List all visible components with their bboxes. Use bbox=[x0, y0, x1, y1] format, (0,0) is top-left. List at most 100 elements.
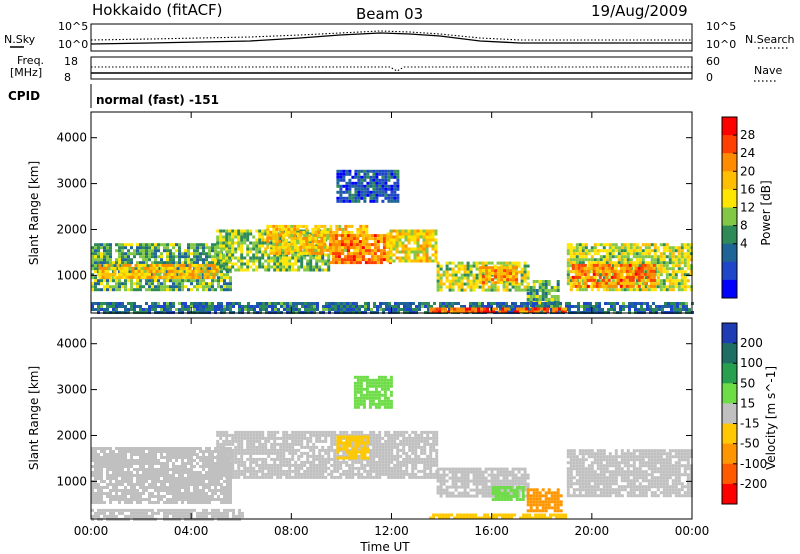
velocity-colorbar-segment bbox=[722, 403, 737, 424]
velocity-region bbox=[526, 488, 563, 513]
noise-left-tick-bottom: 10^0 bbox=[58, 38, 88, 51]
power-colorbar-segment bbox=[722, 207, 737, 227]
velocity-y-tick-label: 1000 bbox=[56, 474, 87, 488]
velocity-colorbar-segment bbox=[722, 363, 737, 384]
velocity-y-ticks: 1000 2000 3000 4000 bbox=[56, 337, 692, 488]
station-title: Hokkaido (fitACF) bbox=[92, 1, 223, 19]
power-colorbar-label: Power [dB] bbox=[759, 180, 773, 245]
velocity-region bbox=[566, 449, 693, 498]
velocity-colorbar-tick-label: -100 bbox=[740, 457, 767, 471]
nave-label: Nave bbox=[754, 64, 782, 77]
velocity-colorbar-tick-label: -200 bbox=[740, 477, 767, 491]
power-colorbar-tick-label: 28 bbox=[740, 128, 755, 142]
power-region bbox=[479, 266, 519, 285]
velocity-data-layer bbox=[91, 375, 693, 521]
velocity-colorbar-segment bbox=[722, 383, 737, 404]
power-y-tick-label: 4000 bbox=[56, 131, 87, 145]
power-region bbox=[328, 234, 392, 265]
freq-left-tick-bottom: 8 bbox=[64, 71, 71, 84]
power-colorbar-tick-label: 4 bbox=[740, 237, 748, 251]
power-region bbox=[98, 263, 219, 279]
velocity-y-tick-label: 4000 bbox=[56, 337, 87, 351]
time-x-axis-label: Time UT bbox=[359, 540, 410, 554]
velocity-region bbox=[216, 430, 439, 479]
time-x-tick-label: 08:00 bbox=[274, 524, 309, 538]
freq-unit-label: [MHz] bbox=[10, 66, 42, 79]
velocity-colorbar-segment bbox=[722, 443, 737, 465]
noise-panel-frame bbox=[90, 23, 693, 52]
power-colorbar-segment bbox=[722, 171, 737, 190]
freq-left-tick-top: 18 bbox=[64, 55, 78, 68]
time-x-tick-label: 04:00 bbox=[174, 524, 209, 538]
power-y-axis-label: Slant Range [km] bbox=[27, 161, 41, 265]
mode-label: normal (fast) -151 bbox=[96, 93, 219, 107]
power-colorbar-segment bbox=[722, 189, 737, 208]
velocity-y-tick-label: 3000 bbox=[56, 383, 87, 397]
power-y-tick-label: 1000 bbox=[56, 268, 87, 282]
power-region bbox=[386, 229, 438, 263]
noise-left-tick-top: 10^5 bbox=[58, 20, 88, 33]
nave-curve bbox=[91, 66, 692, 72]
noise-sky-curve bbox=[90, 32, 692, 45]
velocity-colorbar-segment bbox=[722, 423, 737, 445]
power-colorbar-tick-label: 12 bbox=[740, 201, 755, 215]
velocity-region bbox=[336, 435, 370, 460]
power-colorbar-tick-label: 24 bbox=[740, 146, 755, 160]
velocity-colorbar-segment bbox=[722, 323, 737, 344]
freq-right-tick-top: 60 bbox=[706, 55, 720, 68]
velocity-colorbar-label: Velocity [m s^-1] bbox=[764, 366, 778, 470]
noise-search-curve bbox=[90, 30, 692, 41]
power-y-tick-label: 2000 bbox=[56, 222, 87, 236]
power-colorbar: 28 24 20 16 12 8 4 bbox=[721, 116, 755, 299]
freq-panel-frame bbox=[90, 56, 693, 80]
velocity-colorbar-frame bbox=[721, 322, 738, 505]
power-colorbar-segment bbox=[722, 153, 737, 172]
power-colorbar-segment bbox=[722, 279, 737, 299]
velocity-y-axis-label: Slant Range [km] bbox=[27, 366, 41, 470]
power-colorbar-segment bbox=[722, 225, 737, 245]
power-colorbar-segment bbox=[722, 135, 737, 154]
velocity-colorbar-segment bbox=[722, 343, 737, 364]
velocity-colorbar-tick-label: 50 bbox=[740, 376, 755, 390]
noise-right-tick-top: 10^5 bbox=[706, 20, 736, 33]
velocity-region bbox=[491, 486, 525, 501]
cpid-label: CPID bbox=[8, 89, 40, 103]
power-region bbox=[429, 307, 568, 314]
power-y-ticks: 1000 2000 3000 4000 bbox=[56, 131, 692, 282]
velocity-colorbar-tick-label: -15 bbox=[740, 417, 760, 431]
power-colorbar-segment bbox=[722, 117, 737, 136]
velocity-colorbar-segment bbox=[722, 463, 737, 485]
freq-right-tick-bottom: 0 bbox=[706, 71, 713, 84]
power-y-tick-label: 3000 bbox=[56, 177, 87, 191]
time-x-tick-label: 16:00 bbox=[474, 524, 509, 538]
beam-title: Beam 03 bbox=[356, 5, 423, 23]
velocity-colorbar-tick-label: 15 bbox=[740, 396, 755, 410]
power-colorbar-segment bbox=[722, 243, 737, 263]
power-region bbox=[336, 169, 400, 203]
velocity-colorbar-segment bbox=[722, 483, 737, 505]
power-data-layer bbox=[91, 169, 694, 314]
time-x-tick-label: 20:00 bbox=[575, 524, 610, 538]
velocity-region bbox=[353, 375, 393, 409]
power-colorbar-segment bbox=[722, 261, 737, 281]
power-colorbar-tick-label: 20 bbox=[740, 164, 755, 178]
velocity-colorbar-tick-label: -50 bbox=[740, 437, 760, 451]
noise-sky-label: N.Sky bbox=[4, 33, 36, 46]
velocity-colorbar-tick-label: 200 bbox=[740, 336, 763, 350]
velocity-colorbar: 200 100 50 15 -15 -50 -100 -200 bbox=[721, 322, 767, 505]
velocity-y-tick-label: 2000 bbox=[56, 428, 87, 442]
power-colorbar-tick-label: 16 bbox=[740, 182, 755, 196]
noise-right-tick-bottom: 10^0 bbox=[706, 38, 736, 51]
time-x-tick-label: 00:00 bbox=[74, 524, 109, 538]
time-x-ticks: 00:00 04:00 08:00 12:00 16:00 20:00 00:00 bbox=[74, 112, 710, 538]
time-x-tick-label: 00:00 bbox=[675, 524, 710, 538]
power-region bbox=[571, 263, 656, 288]
date-title: 19/Aug/2009 bbox=[591, 2, 688, 20]
velocity-region bbox=[429, 513, 568, 520]
power-colorbar-tick-label: 8 bbox=[740, 219, 748, 233]
noise-search-label: N.Search bbox=[745, 33, 795, 46]
time-x-tick-label: 12:00 bbox=[374, 524, 409, 538]
freq-label: Freq. bbox=[17, 54, 44, 67]
velocity-colorbar-tick-label: 100 bbox=[740, 356, 763, 370]
